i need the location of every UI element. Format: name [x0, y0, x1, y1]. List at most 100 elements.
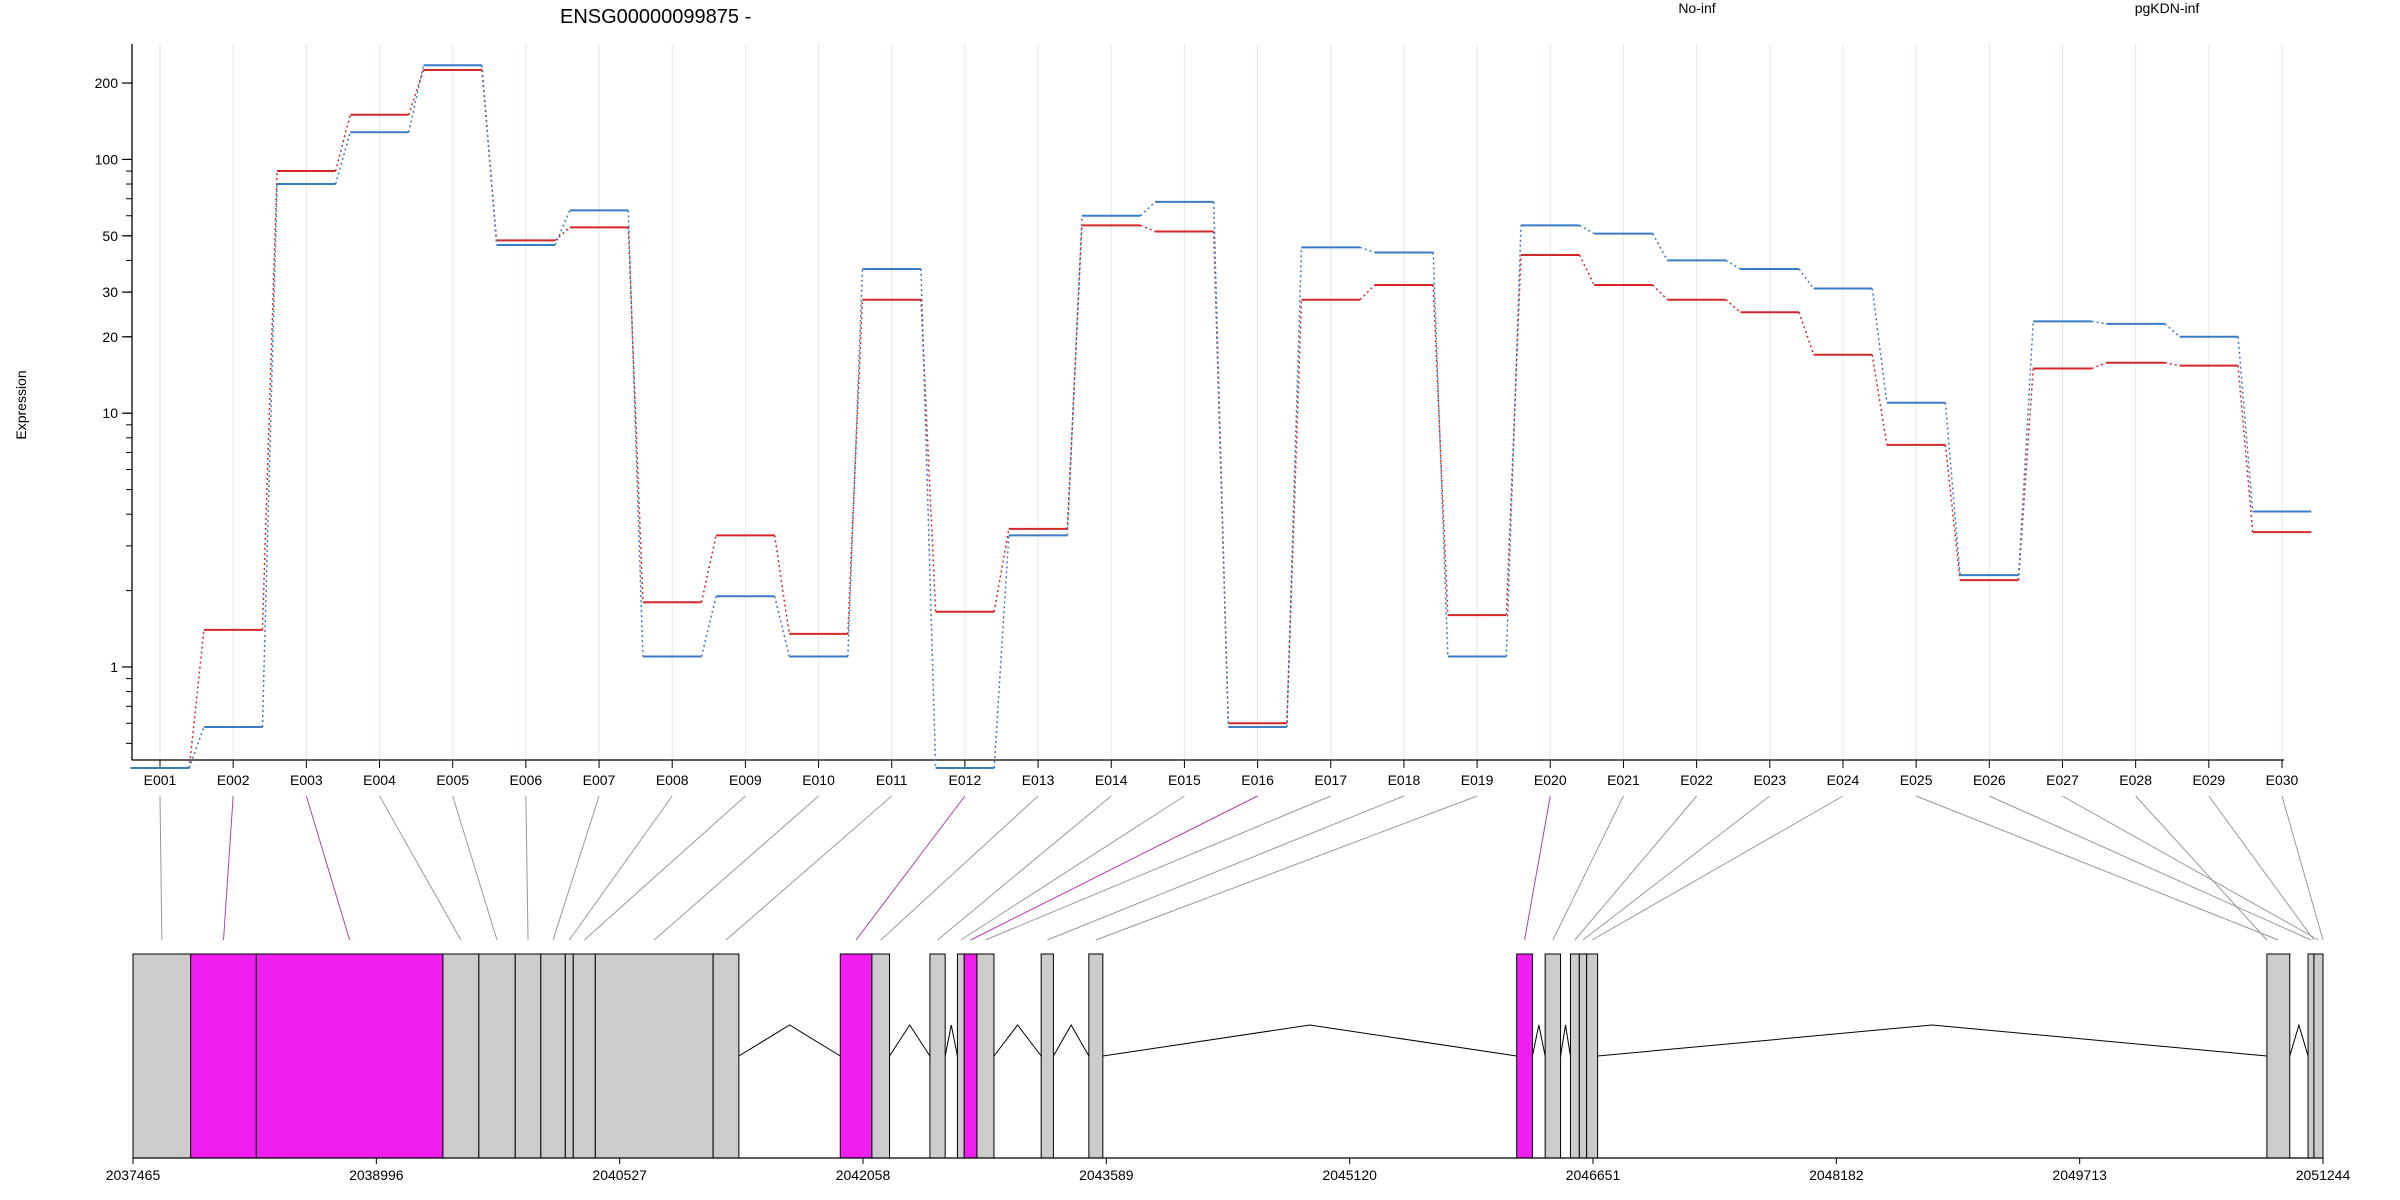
x-tick-label: E001	[144, 772, 177, 788]
intron-line	[1102, 1024, 1517, 1057]
series-No-inf-transition	[554, 226, 571, 241]
x-axis: E001 E002 E003 E004 E005 E006 E007 E008 E009 E010…	[132, 759, 2299, 788]
series-No-inf-transition	[1798, 311, 1815, 355]
x-tick-label: E022	[1680, 772, 1713, 788]
y-tick-label: 100	[95, 151, 119, 167]
intron-line	[889, 1024, 931, 1057]
series-pgKDN-inf-transition	[1432, 252, 1449, 657]
connector-E004	[379, 795, 462, 941]
legend-item-no-inf: No-inf	[1678, 0, 1715, 16]
series-pgKDN-inf-transition	[700, 596, 717, 657]
series-No-inf-transition	[847, 299, 864, 634]
connector-E030	[2281, 795, 2324, 941]
series-pgKDN-inf-transition	[920, 268, 937, 768]
connector-E021	[1552, 795, 1624, 941]
series-pgKDN-inf-transition	[408, 65, 425, 133]
series-pgKDN-inf-transition	[2164, 323, 2181, 338]
intron-line	[993, 1024, 1042, 1057]
legend-item-pgkdn-inf: pgKDN-inf	[2135, 0, 2200, 16]
series-No-inf-transition	[1652, 284, 1668, 301]
x-tick-label: E008	[656, 772, 689, 788]
y-axis-label: Expression	[13, 370, 29, 439]
connector-E017	[985, 795, 1331, 941]
series-No-inf-transition	[1944, 444, 1961, 581]
exon-block	[1569, 953, 1580, 1159]
exon-block	[564, 953, 574, 1159]
coord-tick-label: 2046651	[1566, 1167, 1621, 1183]
x-tick-label: E002	[217, 772, 250, 788]
series-pgKDN-inf-transition	[1212, 201, 1230, 728]
connector-E005	[452, 795, 498, 941]
series-pgKDN-inf-transition	[1652, 233, 1669, 261]
series-pgKDN-inf-transition	[1579, 224, 1595, 235]
exon-block	[1088, 953, 1104, 1159]
intron-line	[1560, 1024, 1571, 1057]
coord-tick-label: 2048182	[1809, 1167, 1864, 1183]
connector-E002	[223, 795, 234, 941]
series-No-inf-transition	[1432, 284, 1449, 616]
exon-block	[190, 953, 257, 1159]
coord-tick-label: 2043589	[1079, 1167, 1134, 1183]
x-tick-label: E018	[1388, 772, 1421, 788]
connector-E015	[960, 795, 1185, 941]
exon-block	[839, 953, 873, 1159]
series-lines	[130, 64, 2312, 769]
series-No-inf-transition	[1140, 224, 1156, 233]
x-tick-label: E015	[1168, 772, 1201, 788]
coord-tick-label: 2045120	[1322, 1167, 1377, 1183]
connector-E009	[583, 795, 746, 941]
series-pgKDN-inf-transition	[1871, 288, 1888, 403]
gene-model-track	[132, 953, 2324, 1159]
exon-block	[478, 953, 516, 1159]
connector-E010	[653, 795, 819, 941]
series-pgKDN-inf-transition	[1066, 215, 1083, 536]
series-No-inf	[130, 69, 2312, 769]
connector-E001	[159, 795, 163, 941]
series-No-inf-transition	[993, 528, 1010, 612]
exon-connector-lines	[159, 795, 2324, 941]
intron-line	[738, 1024, 841, 1057]
coord-tick-label: 2051244	[2296, 1167, 2351, 1183]
series-pgKDN-inf-transition	[1505, 225, 1522, 657]
exon-block	[2307, 953, 2315, 1159]
x-tick-label: E014	[1095, 772, 1128, 788]
series-No-inf-transition	[627, 227, 644, 603]
intron-line	[1531, 1024, 1546, 1057]
x-tick-label: E017	[1314, 772, 1347, 788]
x-tick-label: E016	[1241, 772, 1274, 788]
series-pgKDN-inf-transition	[334, 132, 351, 185]
intron-line	[1597, 1024, 2267, 1057]
series-pgKDN-inf-transition	[993, 535, 1010, 769]
connector-E016	[970, 795, 1258, 941]
exon-block	[514, 953, 542, 1159]
x-tick-label: E020	[1534, 772, 1567, 788]
series-pgKDN-inf-transition	[261, 184, 278, 728]
connector-E006	[525, 795, 529, 941]
chart-title: ENSG00000099875 -	[560, 6, 751, 28]
series-pgKDN-inf-transition	[2091, 320, 2107, 325]
series-No-inf-transition	[261, 171, 278, 630]
exon-block	[956, 953, 965, 1159]
exon-block	[1040, 953, 1054, 1159]
x-tick-label: E003	[290, 772, 323, 788]
x-tick-label: E006	[510, 772, 543, 788]
series-No-inf-transition	[1578, 254, 1595, 286]
series-No-inf-transition	[1359, 284, 1376, 301]
connector-E019	[1095, 795, 1478, 941]
x-tick-label: E013	[1022, 772, 1055, 788]
coord-tick-label: 2040527	[592, 1167, 647, 1183]
connector-E025	[1915, 795, 2279, 941]
x-tick-label: E026	[1973, 772, 2006, 788]
series-pgKDN-inf-transition	[1286, 247, 1303, 728]
series-pgKDN-inf	[130, 64, 2312, 769]
connector-E028	[2135, 795, 2268, 941]
y-tick-label: 1	[110, 659, 118, 675]
connector-E003	[305, 795, 351, 941]
connector-E007	[552, 795, 600, 941]
exon-block	[712, 953, 740, 1159]
coord-tick-label: 2042058	[836, 1167, 891, 1183]
series-pgKDN-inf-transition	[1944, 402, 1961, 576]
x-tick-label: E010	[802, 772, 835, 788]
exon-block	[1516, 953, 1533, 1159]
